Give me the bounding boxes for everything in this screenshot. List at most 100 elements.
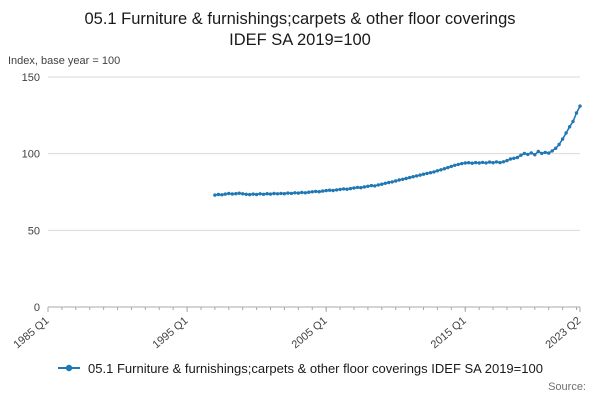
data-point (439, 167, 443, 172)
data-point (543, 150, 547, 154)
data-point (522, 151, 527, 155)
data-point (394, 179, 398, 183)
data-point (418, 173, 422, 177)
legend-label: 05.1 Furniture & furnishings;carpets & o… (88, 360, 543, 376)
x-tick-label: 1985 Q1 (11, 315, 51, 351)
data-point (449, 164, 453, 168)
legend-marker-dot (65, 365, 73, 372)
data-point (407, 175, 412, 180)
data-point (275, 191, 280, 196)
data-point (480, 160, 485, 164)
data-point (355, 185, 360, 189)
data-point (456, 162, 460, 166)
data-point (512, 156, 516, 160)
data-point (505, 158, 509, 163)
data-point (453, 163, 457, 167)
data-point (554, 146, 558, 150)
data-point (254, 192, 259, 197)
data-point (460, 161, 464, 166)
data-point (498, 160, 502, 165)
source-label: Source: (548, 380, 586, 393)
data-point (237, 191, 241, 195)
data-point (474, 160, 478, 165)
legend: 05.1 Furniture & furnishings;carpets & o… (0, 361, 600, 376)
chart-title-line2: IDEF SA 2019=100 (229, 31, 371, 50)
data-point (529, 151, 533, 155)
data-point (324, 188, 328, 193)
data-point (369, 183, 374, 188)
data-point (258, 191, 262, 196)
data-point (317, 189, 321, 194)
data-point (293, 190, 297, 195)
data-point (286, 191, 290, 195)
data-point (484, 161, 488, 165)
legend-line-marker-icon (58, 365, 81, 372)
data-point (362, 185, 367, 189)
x-tick-label: 2015 Q1 (429, 315, 469, 351)
data-point (550, 149, 554, 153)
data-point (491, 160, 495, 165)
data-point (557, 142, 561, 147)
data-point (307, 190, 311, 194)
data-point (296, 191, 301, 195)
data-line (214, 105, 581, 196)
data-point (338, 187, 342, 191)
data-point (265, 191, 269, 196)
data-point (241, 191, 245, 196)
data-point (508, 157, 513, 161)
data-point (470, 161, 474, 165)
data-point (261, 192, 266, 196)
data-point (359, 185, 363, 190)
data-point (401, 177, 405, 181)
data-point (463, 161, 467, 165)
data-point (411, 174, 415, 179)
data-point (348, 186, 353, 191)
data-point (352, 186, 356, 190)
data-point (515, 155, 520, 160)
data-point (432, 170, 436, 174)
data-point (442, 166, 447, 171)
data-point (526, 152, 530, 156)
data-point (425, 171, 429, 175)
y-axis-unit-label: Index, base year = 100 (8, 54, 121, 67)
data-point (251, 192, 255, 196)
x-tick-label: 2023 Q2 (543, 315, 583, 351)
data-point (421, 172, 426, 176)
data-point (547, 151, 551, 155)
data-point (213, 193, 217, 197)
y-tick-label: 0 (34, 302, 40, 314)
data-point (279, 191, 283, 195)
data-point (376, 183, 380, 187)
data-point (446, 165, 450, 170)
data-point (331, 188, 335, 193)
data-point (567, 124, 572, 129)
y-tick-label: 150 (22, 72, 40, 84)
data-point (574, 111, 579, 115)
data-point (414, 174, 419, 178)
data-point (234, 191, 238, 196)
data-point (223, 192, 227, 196)
data-point (467, 160, 471, 165)
chart-title-line1: 05.1 Furniture & furnishings;carpets & o… (84, 10, 516, 28)
x-tick-label: 1995 Q1 (151, 315, 191, 351)
data-point (216, 192, 221, 197)
data-point (560, 137, 565, 141)
plot-svg: 0 50 100 150 1985 Q1 1995 Q1 2005 Q1 2015 Q1 202… (11, 72, 583, 351)
data-point (536, 149, 540, 153)
data-point (310, 189, 314, 194)
data-point (282, 191, 287, 196)
data-point (571, 119, 575, 124)
data-point (268, 192, 273, 196)
data-point (366, 184, 370, 188)
data-point (227, 191, 231, 196)
data-point (289, 191, 294, 195)
data-point (501, 159, 506, 164)
data-point (230, 192, 234, 196)
data-point (272, 191, 276, 196)
data-point (404, 176, 408, 181)
data-point (314, 189, 318, 193)
data-point (373, 184, 377, 188)
data-point (519, 153, 523, 157)
chart-title: 05.1 Furniture & furnishings;carpets & o… (0, 9, 600, 52)
data-point (435, 168, 440, 173)
